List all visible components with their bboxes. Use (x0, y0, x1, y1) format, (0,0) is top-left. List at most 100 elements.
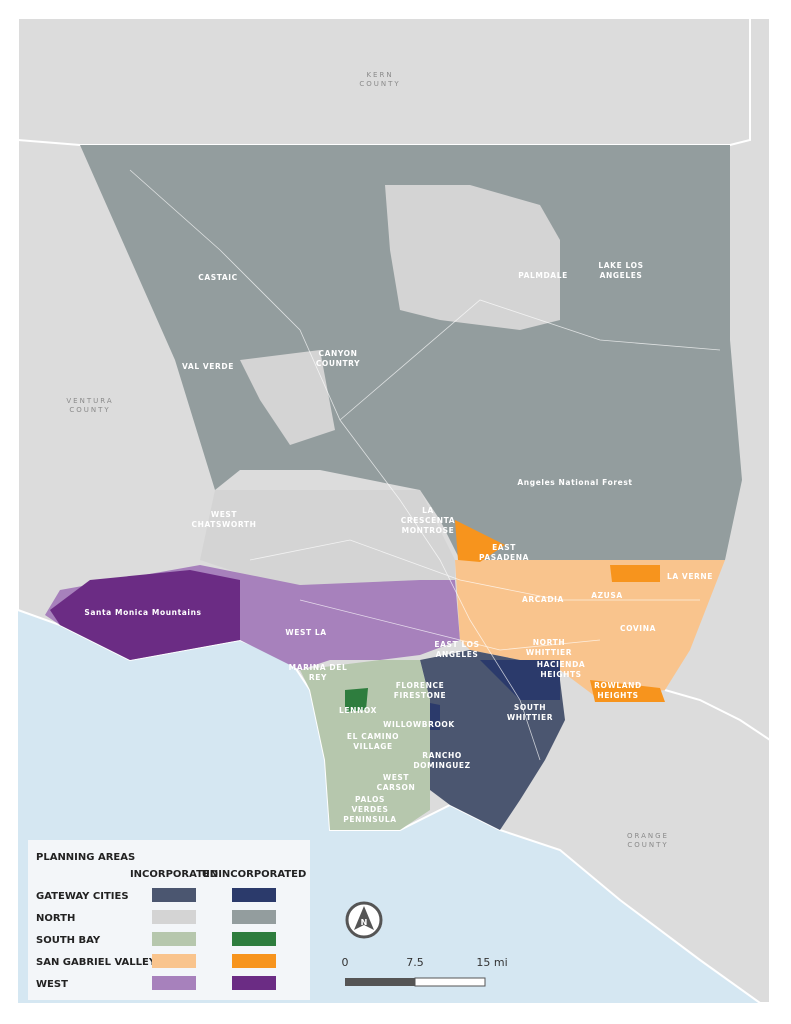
place-label-line: ROWLAND (594, 681, 642, 690)
place-label-line: SOUTH (514, 703, 546, 712)
legend-swatch (152, 932, 196, 946)
scale-bar (345, 978, 415, 986)
place-label: LAKE LOS ANGELES (598, 261, 643, 280)
place-label-line: Santa Monica Mountains (84, 608, 201, 617)
place-label: PALMDALE (518, 271, 568, 280)
place-label-line: CASTAIC (198, 273, 238, 282)
place-label-line: CARSON (377, 783, 416, 792)
place-label-line: PALOS (355, 795, 385, 804)
place-label-line: NORTH (533, 638, 565, 647)
place-label: ROWLAND HEIGHTS (594, 681, 642, 700)
place-label-line: LENNOX (339, 706, 377, 715)
place-label: LENNOX (339, 706, 377, 715)
legend-swatch (152, 954, 196, 968)
place-label: Santa Monica Mountains (84, 608, 201, 617)
roads (129, 169, 721, 761)
legend-column: UNINCORPORATED (202, 869, 307, 880)
place-label-line: REY (309, 673, 327, 682)
legend-swatch (152, 910, 196, 924)
legend-column: INCORPORATED (130, 869, 218, 880)
place-label-line: PASADENA (479, 553, 529, 562)
county-label-line: COUNTY (69, 406, 110, 414)
place-label-line: WHITTIER (507, 713, 553, 722)
place-label: EL CAMINO VILLAGE (347, 732, 399, 751)
legend-title: PLANNING AREAS (36, 852, 135, 863)
legend-swatch (152, 888, 196, 902)
legend-swatch (232, 954, 276, 968)
place-label: WEST CHATSWORTH (191, 510, 256, 529)
legend-swatch (152, 976, 196, 990)
region (610, 565, 660, 582)
scale-bar (414, 977, 486, 987)
place-label-line: MARINA DEL (289, 663, 348, 672)
place-label-line: HEIGHTS (540, 670, 581, 679)
place-label: COVINA (620, 624, 656, 633)
legend-label: SAN GABRIEL VALLEY (36, 957, 157, 968)
place-label-line: WHITTIER (526, 648, 572, 657)
place-label-line: ANGELES (436, 650, 479, 659)
place-label: WEST CARSON (377, 773, 416, 792)
place-label-line: Angeles National Forest (517, 478, 632, 487)
legend-label: NORTH (36, 913, 75, 924)
place-label: AZUSA (591, 591, 623, 600)
region (80, 145, 742, 560)
region (385, 185, 560, 330)
place-label-line: VERDES (351, 805, 388, 814)
region (455, 520, 505, 562)
place-label-line: CHATSWORTH (191, 520, 256, 529)
county-label-line: ORANGE (627, 832, 669, 840)
place-label: WILLOWBROOK (383, 720, 455, 729)
region (300, 660, 430, 830)
place-label: SOUTH WHITTIER (507, 703, 553, 722)
region (455, 560, 725, 700)
place-label-line: WEST (383, 773, 410, 782)
place-label: HACIENDA HEIGHTS (537, 660, 586, 679)
place-label-line: COVINA (620, 624, 656, 633)
place-label: LA CRESCENTA MONTROSE (401, 506, 455, 535)
place-label: EAST LOS ANGELES (434, 640, 479, 659)
region (345, 688, 368, 712)
place-label-line: EL CAMINO (347, 732, 399, 741)
place-label-line: MONTROSE (402, 526, 455, 535)
place-label-line: EAST (492, 543, 516, 552)
place-label-line: VAL VERDE (182, 362, 234, 371)
region (480, 660, 560, 700)
place-label-line: DOMINGUEZ (413, 761, 470, 770)
north-label: N (361, 918, 368, 927)
region (590, 680, 665, 702)
place-label: WEST LA (285, 628, 326, 637)
region (200, 490, 455, 585)
region (50, 570, 240, 660)
place-label-line: VILLAGE (353, 742, 392, 751)
county-label: ORANGE COUNTY (627, 832, 669, 849)
scale-label: 0 (342, 956, 349, 969)
place-label: MARINA DEL REY (289, 663, 348, 682)
legend-swatch (232, 976, 276, 990)
place-label-line: HEIGHTS (597, 691, 638, 700)
place-label-line: HACIENDA (537, 660, 586, 669)
place-label: RANCHO DOMINGUEZ (413, 751, 470, 770)
place-label: EAST PASADENA (479, 543, 529, 562)
place-label: NORTH WHITTIER (526, 638, 572, 657)
place-label-line: LA (422, 506, 434, 515)
place-label: CASTAIC (198, 273, 238, 282)
place-label-line: WEST LA (285, 628, 326, 637)
place-label-line: WILLOWBROOK (383, 720, 455, 729)
place-label-line: EAST LOS (434, 640, 479, 649)
place-label-line: LA VERNE (667, 572, 713, 581)
north-arrow-head (354, 906, 374, 930)
place-label-line: CANYON (318, 349, 357, 358)
county-border (664, 689, 771, 741)
place-label-line: ARCADIA (522, 595, 564, 604)
place-label: VAL VERDE (182, 362, 234, 371)
place-label-line: RANCHO (422, 751, 462, 760)
scale-label: 7.5 (406, 956, 424, 969)
legend-swatch (232, 932, 276, 946)
place-label: LA VERNE (667, 572, 713, 581)
county-label-line: VENTURA (66, 397, 113, 405)
scale-label: 15 mi (476, 956, 507, 969)
legend-label: SOUTH BAY (36, 935, 101, 946)
place-label-line: FLORENCE (396, 681, 445, 690)
county-label: VENTURA COUNTY (66, 397, 113, 414)
